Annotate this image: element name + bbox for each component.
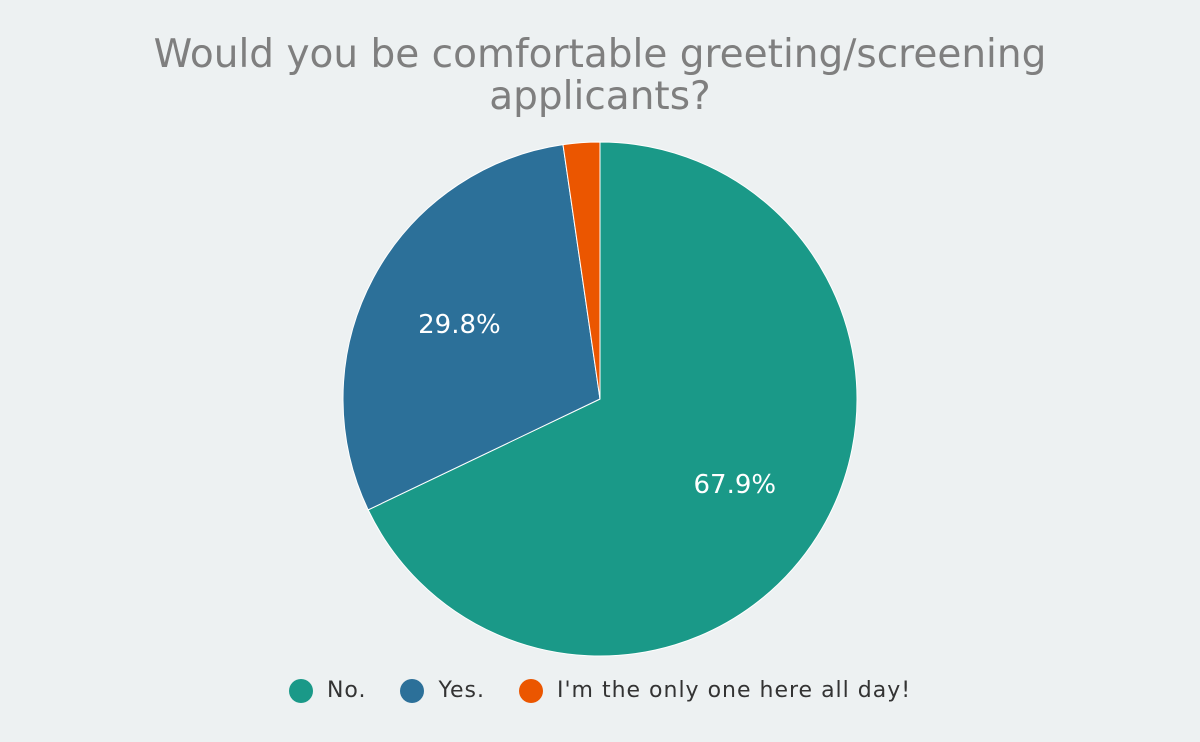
slice-data-label: 29.8% [418, 310, 501, 340]
legend-item-yes[interactable]: Yes. [400, 678, 485, 703]
legend: No. Yes. I'm the only one here all day! [0, 678, 1200, 703]
slice-data-label: 67.9% [693, 470, 776, 500]
pie-slice-1[interactable] [342, 144, 601, 511]
legend-swatch [400, 678, 425, 703]
legend-swatch [288, 678, 313, 703]
title-line-2: applicants? [489, 74, 711, 119]
pie-slice-0[interactable] [367, 141, 858, 657]
legend-item-no[interactable]: No. [288, 678, 367, 703]
legend-label: Yes. [438, 678, 485, 703]
pie-slice-2[interactable] [562, 141, 601, 400]
chart-title: Would you be comfortable greeting/screen… [0, 34, 1200, 118]
legend-label: I'm the only one here all day! [556, 678, 912, 703]
legend-item-only-one[interactable]: I'm the only one here all day! [518, 678, 912, 703]
legend-swatch [518, 678, 543, 703]
legend-label: No. [326, 678, 367, 703]
title-line-1: Would you be comfortable greeting/screen… [153, 32, 1047, 77]
